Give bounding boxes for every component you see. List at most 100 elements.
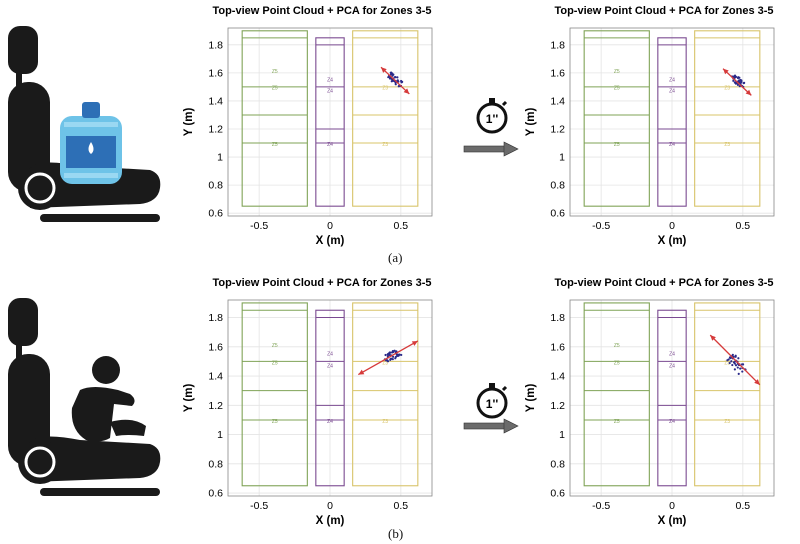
zone-label-z3: Z3 (382, 360, 388, 366)
y-tick-label: 1 (559, 152, 565, 164)
point-cloud-dot (732, 361, 736, 364)
point-cloud-dot (397, 354, 400, 357)
y-tick-label: 1.6 (208, 341, 223, 353)
chart-title: Top-view Point Cloud + PCA for Zones 3-5 (212, 5, 431, 17)
zone-rect-z3 (694, 302, 761, 487)
caption-b: (b) (388, 526, 404, 541)
y-tick-label: 1.6 (208, 67, 223, 79)
point-cloud-dot (738, 79, 741, 82)
y-tick-label: 1.4 (550, 371, 565, 383)
axes-box (227, 27, 433, 217)
zone-label-z3: Z3 (382, 86, 388, 92)
zone-label-z5: Z5 (272, 343, 278, 349)
zone-label-z3: Z3 (382, 419, 388, 425)
y-tick-label: 0.8 (550, 180, 565, 192)
point-cloud-dot (731, 363, 734, 367)
y-tick-label: 1 (559, 429, 565, 441)
caption-a: (a) (388, 250, 403, 265)
y-tick-label: 1 (217, 429, 223, 441)
x-axis-label: X (m) (658, 235, 687, 247)
zone-label-z3: Z3 (724, 360, 730, 366)
x-axis-label: X (m) (658, 515, 687, 527)
point-cloud-dot (741, 363, 745, 366)
y-tick-label: 1.4 (208, 95, 223, 107)
point-cloud-dot (386, 355, 389, 358)
y-axis-label: Y (m) (525, 384, 537, 413)
x-tick-label: 0.5 (736, 500, 751, 512)
point-cloud-dot (742, 82, 745, 85)
pca-axis-line (722, 68, 752, 96)
y-tick-label: 1.6 (550, 341, 565, 353)
zone-rect-z5 (583, 30, 650, 207)
pca-arrow-head (358, 369, 365, 375)
zone-rect-z5 (583, 302, 650, 487)
zone-label-z5: Z5 (614, 69, 620, 75)
zone-rect-z3 (352, 302, 419, 487)
point-cloud-dot (734, 354, 737, 357)
x-tick-label: 0 (327, 220, 333, 232)
zone-label-z5: Z5 (272, 142, 278, 148)
chart-b-left: Top-view Point Cloud + PCA for Zones 3-5… (183, 277, 433, 527)
zone-label-z4: Z4 (327, 352, 333, 358)
point-cloud-dot (734, 75, 738, 78)
timer-label: 1'' (486, 112, 499, 126)
y-tick-label: 1.4 (208, 371, 223, 383)
zone-label-z3: Z3 (382, 142, 388, 148)
zone-rect-z3 (694, 30, 761, 207)
y-tick-label: 1.2 (208, 400, 223, 412)
x-tick-label: 0 (669, 500, 675, 512)
stopwatch-icon: 1'' (476, 98, 508, 134)
y-tick-label: 0.8 (208, 180, 223, 192)
point-cloud-dot (387, 76, 390, 79)
point-cloud-dot (400, 81, 403, 84)
x-axis-label: X (m) (316, 235, 345, 247)
point-cloud-dot (727, 358, 730, 361)
time-progress-arrow-icon (463, 141, 519, 157)
y-tick-label: 1 (217, 152, 223, 164)
point-cloud-dot (390, 71, 393, 74)
zone-label-z3: Z3 (724, 86, 730, 92)
time-progress-arrow-icon (463, 418, 519, 434)
zone-label-z5: Z5 (272, 360, 278, 366)
point-cloud-dot (396, 79, 399, 82)
y-tick-label: 1.8 (208, 312, 223, 324)
x-tick-label: -0.5 (592, 500, 610, 512)
point-cloud-dot (730, 360, 733, 363)
point-cloud-dot (394, 83, 397, 86)
point-cloud-dot (394, 355, 398, 358)
car-seat-with-water-bottle-icon (8, 26, 161, 222)
y-tick-label: 1.2 (208, 124, 223, 136)
zone-rect-z4 (657, 37, 687, 207)
x-axis-label: X (m) (316, 515, 345, 527)
y-tick-label: 0.6 (208, 488, 223, 500)
chart-title: Top-view Point Cloud + PCA for Zones 3-5 (554, 5, 773, 17)
x-tick-label: 0.5 (394, 500, 409, 512)
y-tick-label: 0.8 (550, 458, 565, 470)
zone-label-z4: Z4 (669, 363, 675, 369)
y-axis-label: Y (m) (183, 384, 195, 413)
zone-label-z4: Z4 (327, 77, 333, 83)
timer-label: 1'' (486, 397, 499, 411)
x-tick-label: -0.5 (592, 220, 610, 232)
point-cloud-dot (732, 75, 735, 78)
y-tick-label: 0.8 (208, 458, 223, 470)
point-cloud-dot (384, 353, 387, 357)
point-cloud-dot (394, 76, 397, 79)
y-tick-label: 1.8 (208, 39, 223, 51)
point-cloud-dot (736, 83, 740, 86)
pca-arrow-head (403, 88, 410, 94)
point-cloud-dot (388, 351, 391, 354)
zone-label-z5: Z5 (614, 360, 620, 366)
point-cloud-dot (741, 370, 744, 373)
chart-a-right: Top-view Point Cloud + PCA for Zones 3-5… (525, 5, 775, 247)
zone-label-z4: Z4 (327, 363, 333, 369)
pca-arrow-head (710, 335, 716, 341)
zone-label-z4: Z4 (669, 419, 675, 425)
zone-rect-z5 (241, 302, 308, 487)
axes-box (569, 299, 775, 497)
zone-label-z4: Z4 (669, 89, 675, 95)
zone-label-z4: Z4 (327, 419, 333, 425)
zone-label-z5: Z5 (614, 86, 620, 92)
y-tick-label: 1.2 (550, 124, 565, 136)
x-tick-label: 0.5 (394, 220, 409, 232)
